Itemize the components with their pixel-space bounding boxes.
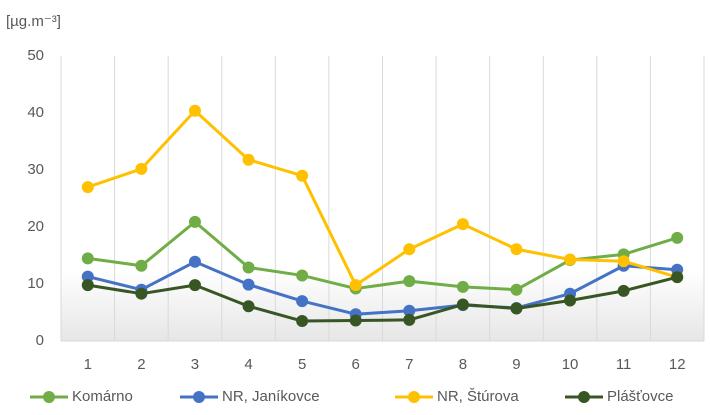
series-line [87, 260, 678, 316]
data-point [188, 215, 201, 228]
data-point [403, 304, 416, 317]
x-tick-label: 8 [459, 356, 467, 373]
data-point [242, 278, 255, 291]
data-point [510, 243, 523, 256]
data-point [81, 252, 94, 265]
data-point [617, 284, 630, 297]
data-point [403, 275, 416, 288]
legend-swatch-marker [578, 391, 590, 403]
data-point [671, 231, 684, 244]
data-point [510, 302, 523, 315]
x-tick-label: 1 [84, 356, 92, 373]
x-tick-label: 10 [562, 356, 579, 373]
data-point [81, 279, 94, 292]
y-tick-label: 0 [36, 332, 44, 349]
x-tick-label: 4 [244, 356, 252, 373]
data-point [188, 279, 201, 292]
data-point [456, 218, 469, 231]
data-point [296, 315, 309, 328]
data-point [403, 313, 416, 326]
x-tick-label: 7 [405, 356, 413, 373]
data-point [617, 255, 630, 268]
data-point [135, 287, 148, 300]
y-axis-label: [µg.m⁻³] [6, 13, 61, 30]
x-tick-label: 6 [352, 356, 360, 373]
x-tick-label: 2 [137, 356, 145, 373]
y-tick-label: 10 [27, 275, 44, 292]
data-point [188, 104, 201, 117]
data-point [242, 153, 255, 166]
y-tick-label: 30 [27, 161, 44, 178]
data-point [349, 314, 362, 327]
data-point [242, 261, 255, 274]
data-point [403, 243, 416, 256]
legend-label: Plášťovce [607, 388, 674, 405]
data-point [135, 162, 148, 175]
data-point [296, 269, 309, 282]
data-point [135, 259, 148, 272]
x-tick-label: 11 [616, 356, 632, 373]
data-point [296, 169, 309, 182]
data-point [510, 283, 523, 296]
legend-label: NR, Štúrova [437, 388, 519, 405]
data-point [296, 295, 309, 308]
legend-swatch-marker [408, 391, 420, 403]
legend-label: NR, Janíkovce [222, 388, 320, 405]
data-point [564, 294, 577, 307]
y-tick-label: 50 [27, 47, 44, 64]
x-tick-label: 5 [298, 356, 306, 373]
data-point [188, 255, 201, 268]
data-point [242, 300, 255, 313]
series-line [87, 109, 678, 287]
data-point [81, 181, 94, 194]
data-point [564, 253, 577, 266]
y-tick-label: 40 [27, 104, 44, 121]
data-point [456, 298, 469, 311]
legend-swatch-marker [193, 391, 205, 403]
y-tick-label: 20 [27, 218, 44, 235]
data-point [671, 271, 684, 284]
legend-swatch-marker [43, 391, 55, 403]
x-tick-label: 12 [669, 356, 686, 373]
series-line [87, 275, 678, 323]
data-point [81, 270, 94, 283]
data-point [349, 279, 362, 292]
legend-label: Komárno [72, 388, 133, 405]
data-point [456, 280, 469, 293]
x-tick-label: 3 [191, 356, 199, 373]
x-tick-label: 9 [512, 356, 520, 373]
